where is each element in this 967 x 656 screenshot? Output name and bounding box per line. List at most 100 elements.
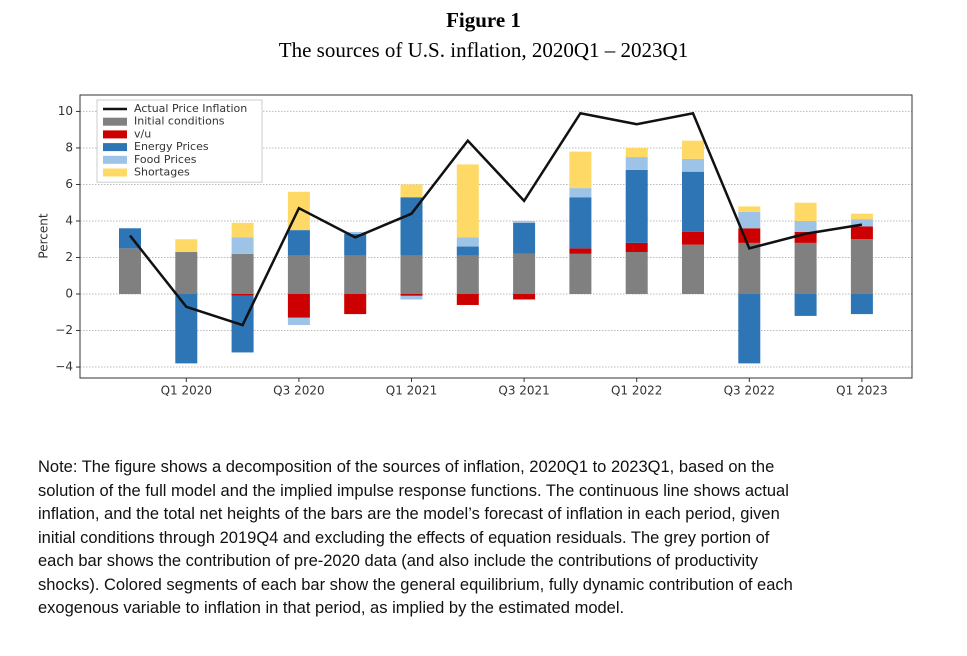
bar-segment: [344, 255, 367, 295]
y-tick-label: 4: [65, 213, 73, 227]
bar-segment: [569, 253, 592, 295]
legend-swatch: [103, 117, 127, 126]
bar-segment: [344, 294, 367, 315]
legend-label: v/u: [134, 127, 151, 140]
x-tick-label: Q1 2021: [386, 384, 437, 398]
line: [129, 111, 863, 327]
bar-segment: [738, 242, 761, 295]
bar-segment: [456, 237, 479, 247]
bar-segment: [231, 253, 254, 295]
bar-segment: [344, 233, 367, 256]
note-line: initial conditions through 2019Q4 and ex…: [38, 528, 770, 547]
bar-segment: [794, 202, 817, 221]
bar-segment: [794, 231, 817, 243]
bar-segment: [231, 222, 254, 238]
bar-segment: [400, 184, 423, 198]
bar-segment: [400, 197, 423, 256]
bar-segment: [794, 220, 817, 232]
plot-frame: [79, 94, 913, 379]
x-tick-label: Q3 2022: [724, 384, 775, 398]
bar-segment: [850, 294, 873, 315]
bar-segment: [738, 211, 761, 229]
note-line: Note: The figure shows a decomposition o…: [38, 458, 775, 476]
x-tick-label: Q3 2020: [273, 384, 324, 398]
note: Note: The figure shows a decomposition o…: [38, 456, 793, 621]
bar-segment: [456, 164, 479, 238]
legend-label: Initial conditions: [134, 115, 225, 128]
x-tick-label: Q1 2022: [611, 384, 662, 398]
legend-swatch: [103, 155, 127, 164]
bar-segment: [794, 294, 817, 316]
bar-segment: [625, 169, 648, 243]
bar-segment: [513, 253, 536, 295]
bar-segment: [287, 317, 310, 326]
bar-segment: [794, 242, 817, 295]
note-line: each bar shows the contribution of pre-2…: [38, 552, 759, 570]
bar-segment: [850, 213, 873, 220]
y-axis-label: Percent: [37, 213, 51, 258]
bar-segment: [513, 222, 536, 254]
bar-segment: [400, 255, 423, 295]
bar-segment: [738, 206, 761, 212]
x-tick-label: Q1 2020: [161, 384, 212, 398]
bar-segment: [344, 231, 367, 234]
bar-segment: [625, 157, 648, 170]
bar-segment: [569, 188, 592, 198]
bar-segment: [119, 248, 141, 295]
y-tick-label: −4: [55, 360, 73, 374]
figure-label: Figure 1: [446, 8, 521, 32]
chart: Percent −4 −2 0 2 4 6 8 10 Q1 2020 Q3 2020 Q1 2021…: [37, 94, 913, 398]
bar-segment: [850, 219, 873, 227]
y-tick-label: 8: [65, 140, 73, 154]
bar-segment: [569, 248, 592, 254]
note-line: solution of the full model and the impli…: [38, 481, 789, 500]
bar-segment: [175, 239, 198, 253]
legend-swatch: [103, 130, 127, 139]
bar-segment: [287, 294, 310, 318]
bar-segment: [231, 294, 254, 296]
bar-segment: [682, 171, 704, 232]
y-tick-label: 6: [65, 177, 73, 191]
legend-swatch: [103, 143, 127, 152]
bar-segment: [400, 295, 423, 300]
bar-segment: [175, 294, 198, 364]
bar-segment: [569, 151, 592, 189]
bar-segment: [513, 294, 536, 300]
note-line: exogenous variable to inflation in that …: [38, 599, 625, 617]
bar-segment: [175, 252, 198, 295]
y-tick-label: 2: [65, 250, 73, 264]
x-tick-label: Q1 2023: [836, 384, 887, 398]
bar-segment: [682, 158, 704, 172]
legend-label: Actual Price Inflation: [134, 102, 247, 115]
bar-segment: [456, 246, 479, 256]
bar-segment: [682, 244, 704, 295]
y-tick-label: 0: [65, 287, 73, 301]
y-tick-label: 10: [58, 104, 73, 118]
bar-segment: [456, 255, 479, 295]
bar-segment: [625, 252, 648, 295]
bar-segment: [625, 147, 648, 158]
bar-segment: [400, 294, 423, 296]
y-tick-label: −2: [55, 323, 73, 337]
figure-title: The sources of U.S. inflation, 2020Q1 – …: [278, 38, 689, 62]
legend-label: Food Prices: [134, 153, 197, 166]
legend-label: Energy Prices: [134, 140, 209, 153]
bar-segment: [682, 140, 704, 159]
bar-segment: [287, 255, 310, 295]
note-line: inflation, and the total net heights of …: [38, 505, 780, 523]
bar-segment: [850, 226, 873, 240]
bar-segment: [850, 239, 873, 295]
legend-label: Shortages: [134, 166, 190, 179]
bar-segment: [625, 242, 648, 253]
bar-segment: [682, 231, 704, 245]
legend-swatch: [103, 168, 127, 177]
note-line: shocks). Colored segments of each bar sh…: [38, 575, 793, 594]
x-tick-label: Q3 2021: [498, 384, 549, 398]
bar-segment: [231, 237, 254, 254]
bar-segment: [287, 230, 310, 256]
bar-segment: [456, 294, 479, 305]
bar-segment: [513, 220, 536, 223]
bar-segment: [569, 197, 592, 249]
bar-segment: [738, 294, 761, 364]
